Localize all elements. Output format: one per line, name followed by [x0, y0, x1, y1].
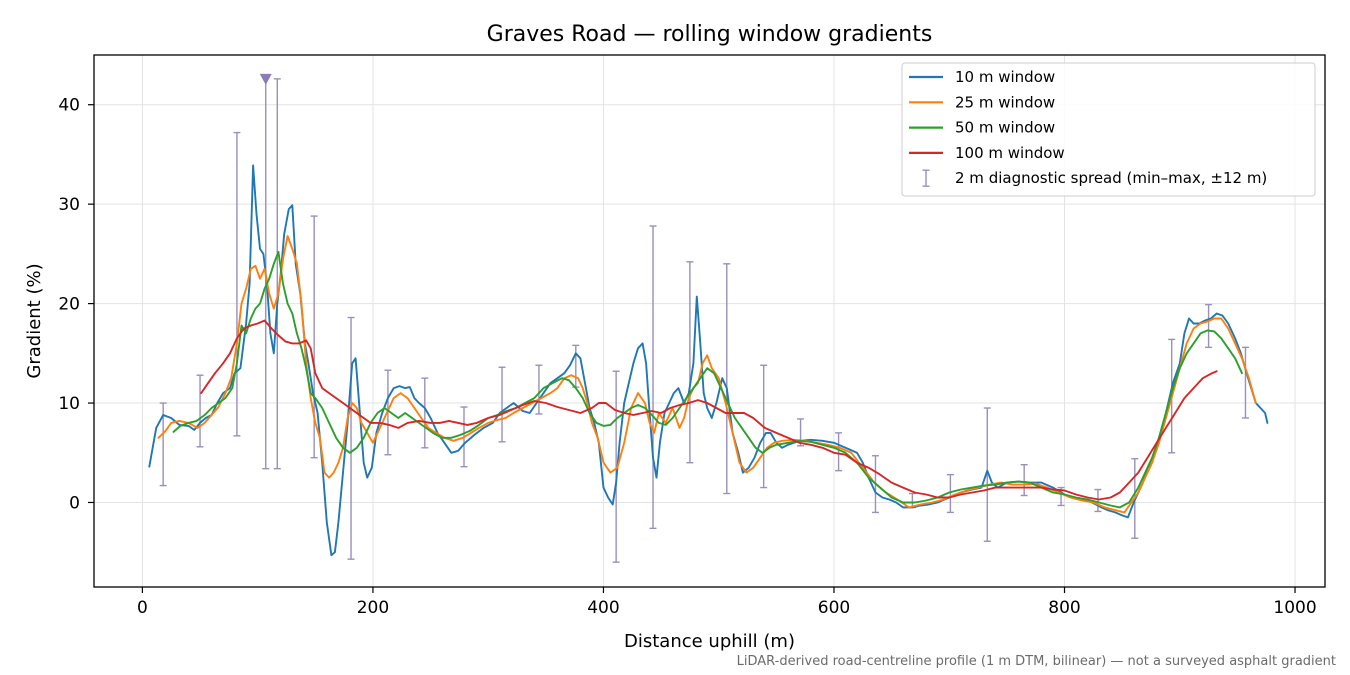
spread-bar — [946, 473, 954, 514]
legend-label: 50 m window — [955, 119, 1055, 137]
x-axis-label: Distance uphill (m) — [624, 631, 795, 652]
spread-bar — [835, 432, 843, 472]
overflow-marker — [259, 73, 272, 85]
x-tick-label: 0 — [137, 598, 148, 618]
spread-bar — [649, 225, 657, 530]
spread-bar — [723, 263, 731, 495]
x-tick-label: 1000 — [1273, 598, 1316, 618]
legend-label: 100 m window — [955, 144, 1065, 162]
spread-bar — [612, 370, 620, 563]
spread-bar — [983, 407, 991, 542]
spread-bar — [1241, 346, 1249, 419]
legend-label: 2 m diagnostic spread (min–max, ±12 m) — [955, 169, 1267, 187]
series-line — [172, 250, 1243, 509]
spread-bar — [535, 364, 543, 415]
series-line — [200, 319, 1218, 501]
y-axis-label: Gradient (%) — [24, 263, 45, 378]
spread-bar — [421, 377, 429, 449]
spread-bar — [1094, 488, 1102, 513]
plot-frame — [93, 54, 1326, 588]
spread-bar — [273, 78, 281, 470]
legend-item: 10 m window — [909, 68, 1055, 86]
spread-bar — [686, 261, 694, 464]
y-tick-label: 40 — [58, 96, 80, 116]
spread-bar — [347, 316, 355, 560]
legend-label: 25 m window — [955, 93, 1055, 111]
x-tick-label: 200 — [357, 598, 389, 618]
spread-bar — [233, 131, 241, 437]
spread-bar — [196, 374, 204, 448]
x-axis-ticks: 0 200 400 600 800 1000 — [137, 587, 1317, 618]
y-axis-ticks: 0 10 20 30 40 — [58, 96, 94, 513]
legend: 10 m window 25 m window 50 m window 100 m w… — [901, 62, 1316, 197]
x-tick-label: 600 — [818, 598, 850, 618]
y-tick-label: 10 — [58, 394, 80, 414]
footnote: LiDAR-derived road-centreline profile (1… — [737, 654, 1336, 669]
legend-item: 50 m window — [909, 119, 1055, 137]
y-tick-label: 20 — [58, 295, 80, 315]
x-tick-label: 400 — [587, 598, 619, 618]
legend-item: 2 m diagnostic spread (min–max, ±12 m) — [922, 169, 1267, 187]
spread-bar — [1205, 303, 1213, 349]
y-tick-label: 0 — [69, 493, 80, 513]
chart-title: Graves Road — rolling window gradients — [487, 22, 933, 47]
spread-bar — [1020, 463, 1028, 497]
y-tick-label: 30 — [58, 195, 80, 215]
annotation-markers — [259, 73, 272, 85]
legend-label: 10 m window — [955, 68, 1055, 86]
legend-item: 100 m window — [909, 144, 1065, 162]
series-lines — [148, 164, 1269, 557]
x-tick-label: 800 — [1048, 598, 1080, 618]
legend-box — [901, 62, 1316, 197]
spread-bar — [498, 366, 506, 443]
legend-item: 25 m window — [909, 93, 1055, 111]
